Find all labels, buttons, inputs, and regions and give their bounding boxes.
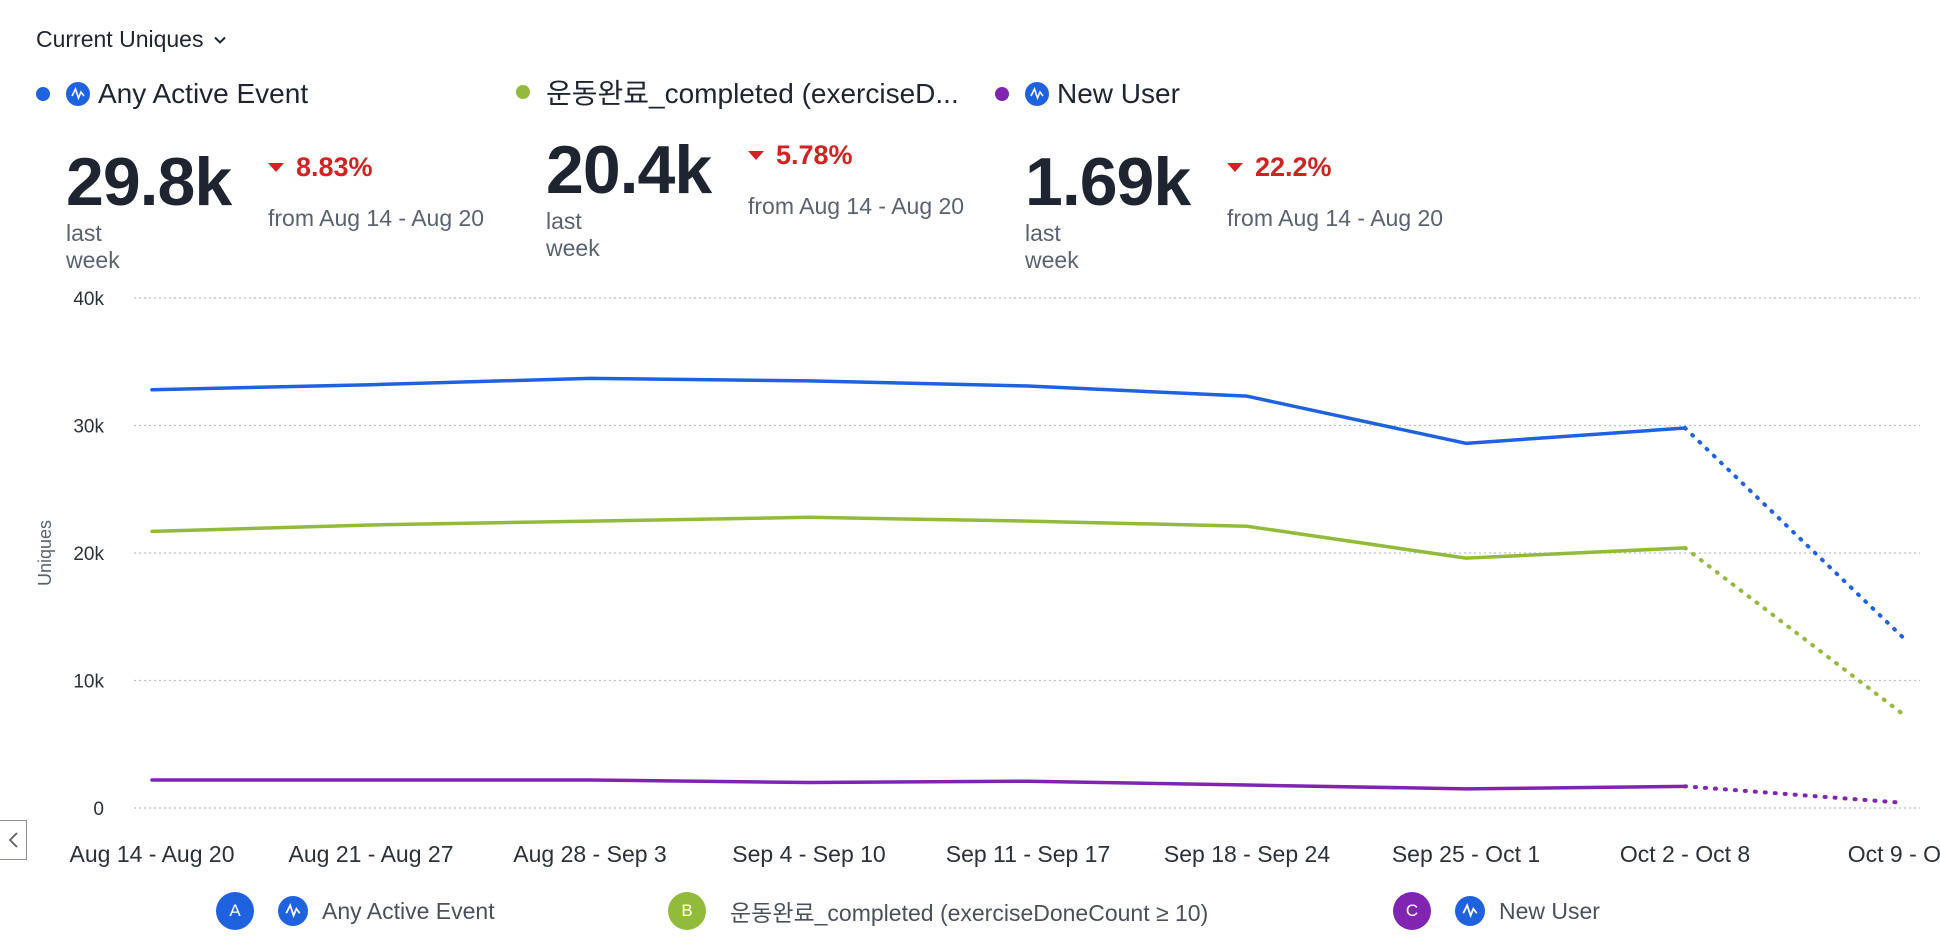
chevron-left-icon	[8, 832, 18, 848]
series-line	[150, 376, 1687, 446]
kpi-delta-value: 5.78%	[776, 140, 853, 170]
y-tick-label: 40k	[73, 289, 104, 310]
x-tick-label: Aug 28 - Sep 3	[513, 841, 666, 867]
legend-label: 운동완료_completed (exerciseD...	[546, 78, 959, 109]
kpi-comparison: from Aug 14 - Aug 20	[1227, 205, 1444, 231]
caret-down-icon	[268, 163, 284, 172]
bottom-legend-item-c[interactable]: C New User	[1393, 892, 1600, 930]
metric-dropdown[interactable]: Current Uniques	[36, 26, 227, 53]
kpi-value: 20.4k	[546, 132, 712, 208]
x-tick-label: Sep 4 - Sep 10	[732, 841, 885, 867]
chevron-down-icon	[214, 36, 227, 44]
amplitude-event-icon	[1025, 82, 1049, 106]
series-badge: B	[668, 892, 706, 930]
amplitude-event-icon	[278, 896, 308, 926]
kpi-delta: 5.78%	[748, 140, 853, 171]
x-tick-label: Sep 25 - Oct 1	[1392, 841, 1540, 867]
kpi-period: last week	[1025, 220, 1079, 273]
x-tick-label: Oct 2 - Oct 8	[1620, 841, 1750, 867]
y-tick-label: 0	[93, 799, 104, 820]
kpi-delta: 8.83%	[268, 152, 373, 183]
metric-dropdown-label: Current Uniques	[36, 26, 204, 52]
x-tick-label: Aug 14 - Aug 20	[70, 841, 235, 867]
y-tick-label: 10k	[73, 672, 104, 693]
series-line-incomplete	[1683, 426, 1906, 641]
x-tick-label: Aug 21 - Aug 27	[289, 841, 454, 867]
series-line	[150, 515, 1687, 560]
series-badge: C	[1393, 892, 1431, 930]
amplitude-event-icon	[66, 82, 90, 106]
y-tick-label: 20k	[73, 544, 104, 565]
y-tick-label: 30k	[73, 417, 104, 438]
kpi-delta-value: 22.2%	[1255, 152, 1332, 182]
caret-down-icon	[748, 151, 764, 160]
x-tick-label: Sep 11 - Sep 17	[946, 841, 1111, 867]
bottom-legend-item-a[interactable]: A Any Active Event	[216, 892, 495, 930]
series-badge: A	[216, 892, 254, 930]
series-line-incomplete	[1683, 545, 1906, 717]
series-line-incomplete	[1683, 784, 1906, 805]
legend-item-a[interactable]: Any Active Event	[36, 78, 308, 110]
bottom-legend-label: 운동완료_completed (exerciseDoneCount ≥ 10)	[730, 900, 1209, 926]
kpi-value: 29.8k	[66, 144, 232, 220]
legend-label: New User	[1057, 78, 1180, 109]
legend-label: Any Active Event	[98, 78, 309, 109]
caret-down-icon	[1227, 163, 1243, 172]
series-color-dot	[516, 85, 530, 99]
series-color-dot	[995, 87, 1009, 101]
x-tick-label: Sep 18 - Sep 24	[1164, 841, 1330, 867]
series-color-dot	[36, 87, 50, 101]
kpi-comparison: from Aug 14 - Aug 20	[748, 193, 965, 219]
kpi-delta-value: 8.83%	[296, 152, 373, 182]
amplitude-event-icon	[1455, 896, 1485, 926]
legend-item-b[interactable]: 운동완료_completed (exerciseD...	[516, 72, 959, 112]
x-tick-label: Oct 9 - O...	[1848, 841, 1940, 867]
bottom-legend-label: New User	[1499, 897, 1600, 924]
kpi-comparison: from Aug 14 - Aug 20	[268, 205, 485, 231]
kpi-period: last week	[66, 220, 120, 273]
bottom-legend-item-b[interactable]: B 운동완료_completed (exerciseDoneCount ≥ 10…	[668, 892, 1208, 930]
y-axis-label: Uniques	[35, 520, 55, 586]
legend-item-c[interactable]: New User	[995, 78, 1180, 110]
line-chart: 0 10k 20k 30k 40k Uniques Aug 14 - Aug 20 Aug 2…	[35, 289, 1940, 867]
kpi-delta: 22.2%	[1227, 152, 1332, 183]
kpi-value: 1.69k	[1025, 144, 1191, 220]
collapse-panel-button[interactable]	[0, 820, 27, 860]
series-line	[150, 778, 1687, 791]
kpi-period: last week	[546, 208, 600, 261]
bottom-legend-label: Any Active Event	[322, 897, 495, 924]
